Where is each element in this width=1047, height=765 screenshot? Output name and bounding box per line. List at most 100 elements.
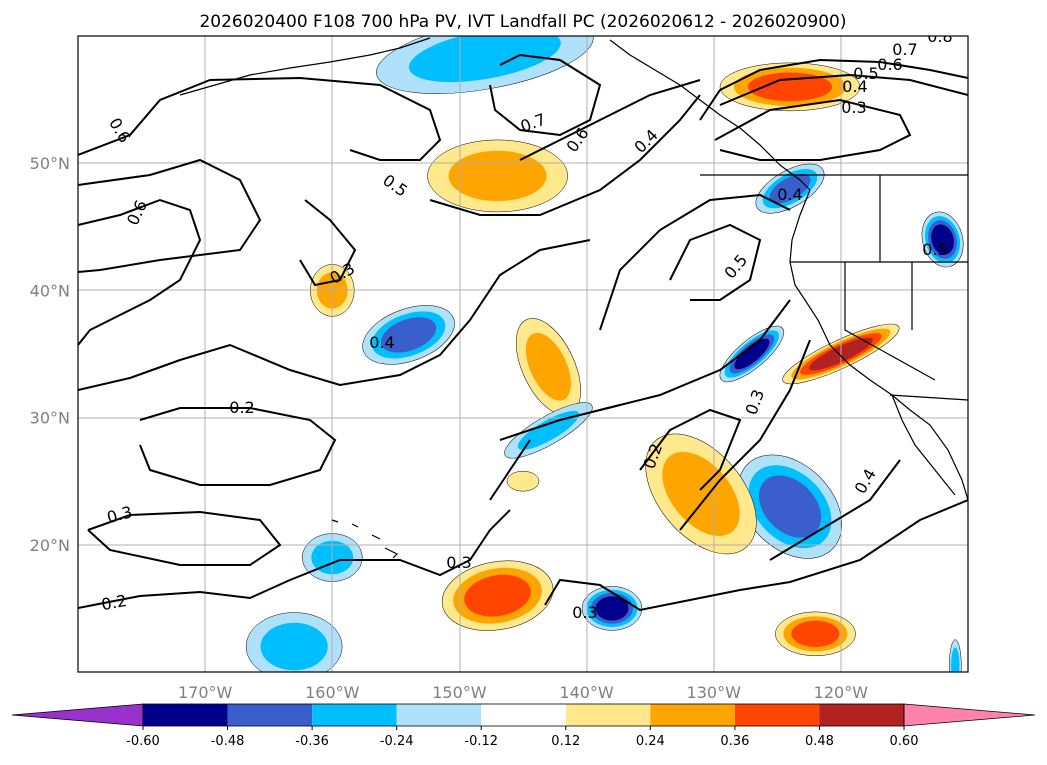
map-frame [77,35,969,673]
coastline-alaska-aleutians [179,37,431,96]
contour-label: 0.3 [572,603,597,622]
colorbar-extend-low [11,703,144,727]
pc-shaded-feature [949,639,962,672]
x-tick-label: 120°W [814,683,869,702]
y-tick-label: 30°N [30,409,70,428]
pc-shading-level [506,470,540,492]
hawaii-islands [331,519,399,559]
colorbar-extend-high [903,703,1036,727]
x-tick-label: 150°W [432,683,487,702]
pv-contour-line [78,76,442,161]
colorbar-segment [396,704,482,726]
pv-contour-line [78,158,262,273]
pc-shaded-feature [245,612,343,672]
colorbar-segment [650,704,735,726]
pc-shading-level [595,596,629,621]
pc-shaded-feature [362,305,455,365]
pv-contour-line [679,339,811,531]
pv-contour-line [78,239,591,391]
pv-contour-line [489,439,531,501]
x-tick-label: 160°W [305,683,360,702]
x-tick-label: 170°W [178,683,233,702]
pv-contour-line [499,404,621,441]
pv-contour-line [599,193,791,331]
pc-shading-level [260,622,328,671]
colorbar-segment [481,704,566,726]
coastlines [179,37,968,559]
pv-contour-line [544,499,968,612]
y-tick-label: 40°N [30,281,70,300]
colorbar-tick-label: 0.60 [890,734,919,749]
pv-contour-line [489,53,602,137]
y-axis-tick-labels: 50°N 40°N 30°N 20°N [30,154,70,555]
pv-contour-line [299,199,357,287]
pc-shading-level [791,620,840,648]
pv-contour-line [139,407,337,486]
state-borders [790,175,968,381]
colorbar-segment [819,704,904,726]
colorbar-segment [143,704,228,726]
colorbar-outline [142,703,905,727]
pc-shading-level [448,150,547,202]
x-tick-label: 140°W [559,683,614,702]
contour-label: 0.5 [853,64,878,83]
pc-shaded-feature [581,586,643,631]
pc-shaded-feature [775,611,856,657]
colorbar-segment [734,704,820,726]
pc-shading-level [951,647,960,672]
pc-shaded-feature [921,211,964,268]
pv-contour-line [78,509,511,609]
pv-contour-line [699,58,968,121]
pv-contour-line [78,198,202,346]
pc-shading-level [931,224,954,255]
contour-label: 0.3 [446,553,471,572]
contour-label: 0.6 [877,55,902,74]
pv-contour-line [87,510,282,566]
pc-shading-level [748,72,832,102]
pc-shading-level [525,332,571,401]
contour-label: 0.4 [369,333,394,352]
pv-contour-line [719,73,968,106]
contour-label: 0.7 [892,40,917,59]
colorbar-tick-label: -0.24 [380,734,414,749]
map-area: 0.80.70.60.50.40.30.70.6 0.40.50.60.60.50… [78,27,968,672]
colorbar-tick-label: 0.12 [551,734,580,749]
chart-title: 2026020400 F108 700 hPa PV, IVT Landfall… [199,12,846,32]
pc-shaded-feature [506,470,540,492]
pc-shading-level [662,451,740,536]
y-tick-label: 50°N [30,154,70,173]
colorbar: -0.60 -0.48 -0.36 -0.24 -0.12 0.12 0.24 0.36 0.4… [11,703,1036,749]
contour-label: 0.8 [927,27,952,46]
pc-shading-level [380,317,437,353]
pc-shading-level [408,36,561,83]
coastline-north-america-west [789,189,968,501]
x-axis-tick-labels: 170°W 160°W 150°W 140°W 130°W 120°W [178,683,868,702]
colorbar-tick-label: -0.12 [464,734,498,749]
pv-contour-line [599,299,791,411]
pv-contours [78,53,968,612]
pc-shaded-feature [441,560,554,631]
pv-contour-line [639,408,742,491]
pv-contour-line [519,79,701,161]
colorbar-tick-label: 0.36 [720,734,749,749]
contour-label: 0.3 [841,98,866,117]
coastline-baja [891,394,956,496]
pc-shading-level [464,574,531,617]
contour-label: 0.2 [229,398,254,417]
pv-contour-line [769,459,901,561]
contour-label: 0.5 [922,240,947,259]
pv-contour-line [669,223,762,301]
contour-label: 0.4 [777,185,802,204]
colorbar-tick-label: -0.60 [126,734,160,749]
pc-shaded-feature [427,139,568,213]
colorbar-tick-label: -0.36 [295,734,329,749]
pc-shading-level [517,410,580,450]
contour-label: 0.4 [842,77,867,96]
border-us-mexico [889,394,968,401]
pc-shading-level [758,475,822,538]
pv-contour-line [429,94,701,216]
pc-shaded-feature [719,325,785,383]
contour-label: 0.2 [100,591,128,614]
colorbar-segment [565,704,651,726]
